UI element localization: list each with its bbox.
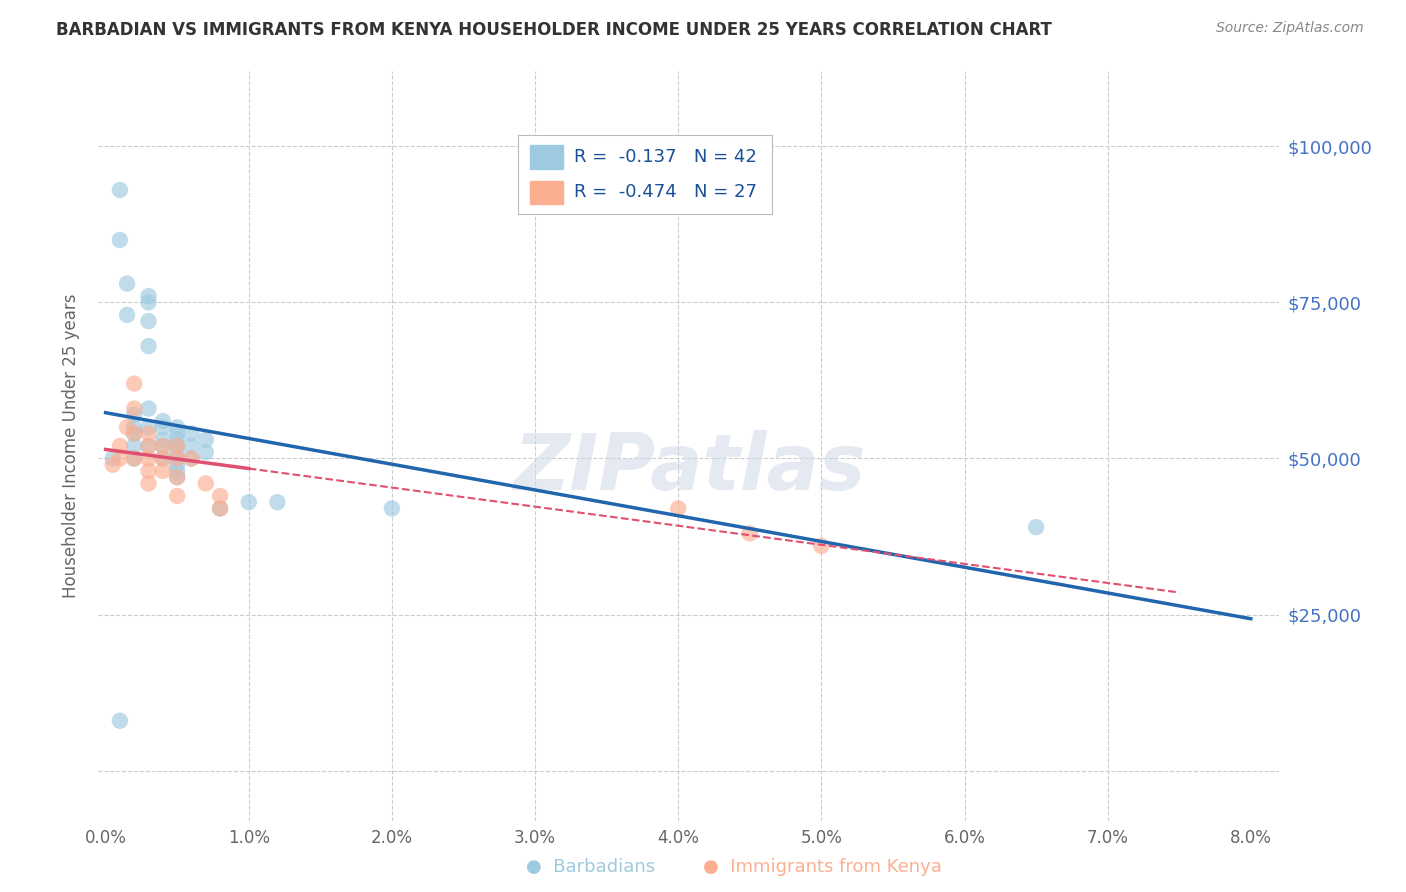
Point — [209, 489, 232, 503]
Point — [266, 495, 288, 509]
Point — [166, 451, 188, 466]
Point — [194, 433, 217, 447]
Point — [115, 420, 138, 434]
Point — [122, 451, 145, 466]
Point — [122, 408, 145, 422]
Point — [138, 439, 160, 453]
Text: Source: ZipAtlas.com: Source: ZipAtlas.com — [1216, 21, 1364, 35]
Point — [122, 439, 145, 453]
Point — [194, 476, 217, 491]
Point — [122, 420, 145, 434]
Point — [122, 426, 145, 441]
Point — [138, 476, 160, 491]
Point — [108, 714, 131, 728]
Text: ●  Barbadians: ● Barbadians — [526, 858, 655, 876]
Point — [152, 464, 174, 478]
Point — [122, 376, 145, 391]
Point — [166, 464, 188, 478]
Point — [166, 489, 188, 503]
Point — [166, 420, 188, 434]
Point — [381, 501, 404, 516]
Point — [209, 501, 232, 516]
Text: ZIPatlas: ZIPatlas — [513, 431, 865, 507]
Point — [152, 433, 174, 447]
Point — [194, 445, 217, 459]
Point — [138, 439, 160, 453]
Point — [152, 451, 174, 466]
Point — [166, 439, 188, 453]
Point — [180, 451, 202, 466]
Point — [108, 233, 131, 247]
Point — [152, 414, 174, 428]
Point — [138, 339, 160, 353]
Point — [152, 420, 174, 434]
Point — [101, 451, 124, 466]
Point — [152, 439, 174, 453]
Point — [166, 458, 188, 472]
Point — [115, 308, 138, 322]
Point — [180, 439, 202, 453]
Point — [138, 451, 160, 466]
Point — [166, 470, 188, 484]
Point — [138, 401, 160, 416]
Point — [122, 426, 145, 441]
Text: ●  Immigrants from Kenya: ● Immigrants from Kenya — [703, 858, 942, 876]
Point — [209, 501, 232, 516]
Point — [166, 451, 188, 466]
Point — [108, 451, 131, 466]
Point — [138, 314, 160, 328]
Point — [810, 539, 832, 553]
Point — [238, 495, 260, 509]
Point — [166, 426, 188, 441]
Y-axis label: Householder Income Under 25 years: Householder Income Under 25 years — [62, 293, 80, 599]
Point — [138, 295, 160, 310]
Point — [138, 464, 160, 478]
Text: BARBADIAN VS IMMIGRANTS FROM KENYA HOUSEHOLDER INCOME UNDER 25 YEARS CORRELATION: BARBADIAN VS IMMIGRANTS FROM KENYA HOUSE… — [56, 21, 1052, 38]
Point — [108, 439, 131, 453]
Point — [166, 445, 188, 459]
Point — [108, 183, 131, 197]
Point — [738, 526, 761, 541]
Point — [101, 458, 124, 472]
Point — [166, 433, 188, 447]
Point — [152, 439, 174, 453]
Point — [115, 277, 138, 291]
Point — [180, 426, 202, 441]
Point — [122, 401, 145, 416]
Point — [666, 501, 689, 516]
Point — [138, 420, 160, 434]
Point — [138, 289, 160, 303]
Point — [180, 451, 202, 466]
Point — [152, 451, 174, 466]
Point — [166, 470, 188, 484]
Point — [122, 451, 145, 466]
Point — [1025, 520, 1047, 534]
Point — [166, 439, 188, 453]
Point — [138, 426, 160, 441]
